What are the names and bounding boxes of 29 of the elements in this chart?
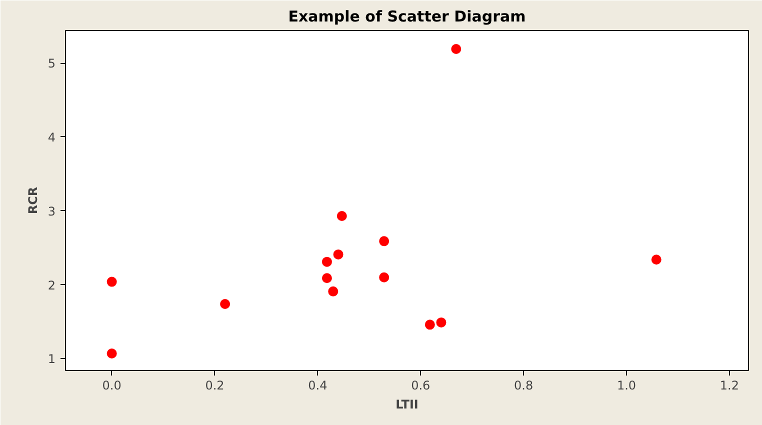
y-tick-label: 3 bbox=[48, 204, 56, 218]
point bbox=[106, 276, 117, 287]
point bbox=[651, 254, 662, 265]
point bbox=[328, 286, 338, 296]
point bbox=[336, 211, 347, 222]
x-tick-label: 0.8 bbox=[514, 378, 534, 392]
x-axis-title: LTII bbox=[396, 398, 418, 412]
x-tick-label: 0.2 bbox=[205, 378, 224, 392]
point bbox=[322, 273, 332, 284]
point bbox=[333, 249, 344, 260]
point bbox=[424, 320, 435, 330]
point bbox=[106, 348, 117, 358]
y-tick-label: 1 bbox=[48, 352, 56, 366]
point bbox=[220, 298, 230, 309]
x-tick-label: 0.4 bbox=[308, 378, 328, 392]
point bbox=[379, 272, 390, 282]
y-axis-title: RCR bbox=[26, 186, 40, 214]
point bbox=[451, 44, 462, 54]
x-tick-label: 1.0 bbox=[616, 378, 636, 392]
chart-title: Example of Scatter Diagram bbox=[288, 8, 526, 26]
x-tick-label: 0.0 bbox=[102, 378, 122, 392]
y-tick-label: 5 bbox=[48, 56, 56, 71]
point bbox=[436, 317, 446, 328]
point bbox=[379, 236, 390, 246]
point bbox=[322, 256, 332, 267]
x-tick-label: 0.6 bbox=[411, 378, 430, 392]
y-tick-label: 4 bbox=[48, 130, 56, 144]
x-tick-label: 1.2 bbox=[720, 378, 740, 392]
y-tick-label: 2 bbox=[48, 278, 56, 292]
